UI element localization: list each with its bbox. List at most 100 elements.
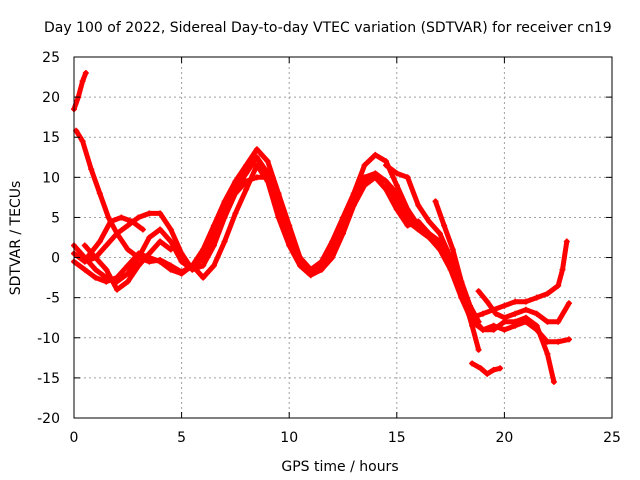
data-point: [475, 318, 482, 325]
data-point: [286, 242, 293, 249]
data-point: [415, 202, 422, 209]
data-point: [275, 214, 282, 221]
series-points-satellite-arc-11: [469, 360, 504, 377]
data-point: [432, 198, 439, 205]
data-point: [232, 210, 239, 217]
data-point: [92, 254, 99, 261]
data-point: [81, 258, 88, 265]
data-point: [129, 218, 136, 225]
data-point: [221, 238, 228, 245]
data-point: [512, 318, 519, 325]
data-point: [501, 326, 508, 333]
data-point: [157, 258, 164, 265]
data-point: [350, 198, 357, 205]
data-point: [393, 182, 400, 189]
data-point: [565, 300, 572, 307]
data-point: [96, 238, 103, 245]
axis-ticks: 0 5 10 15 20 25 -20 -15 -10 -5 0 5 10 15 20 25: [37, 50, 621, 446]
data-point: [340, 226, 346, 233]
plot-frame: [73, 56, 613, 419]
data-point: [533, 310, 540, 317]
series-line-satellite-arc-10: [476, 288, 572, 325]
data-point: [466, 302, 473, 309]
data-point: [329, 250, 336, 257]
series-points-satellite-arc-7: [86, 214, 146, 259]
data-point: [477, 365, 484, 372]
data-point: [178, 258, 185, 265]
series-line-satellite-arc-9: [433, 198, 482, 325]
data-point: [449, 246, 456, 253]
data-point: [533, 294, 540, 301]
data-point: [81, 242, 88, 249]
data-point: [157, 238, 164, 245]
data-point: [114, 230, 121, 237]
chart-title: Day 100 of 2022, Sidereal Day-to-day VTE…: [44, 20, 612, 36]
x-axis-label: GPS time / hours: [281, 459, 398, 475]
data-point: [146, 234, 153, 241]
series-points-satellite-arc-6: [81, 238, 174, 293]
series-line-satellite-arc-4: [71, 174, 570, 321]
data-point: [544, 350, 551, 357]
data-point: [426, 230, 433, 237]
data-point: [82, 70, 89, 77]
data-point: [361, 178, 368, 185]
data-point: [124, 222, 131, 229]
data-point: [178, 270, 185, 277]
data-point: [124, 246, 131, 253]
x-tick-label: 10: [280, 430, 298, 446]
data-point: [441, 222, 448, 229]
data-point: [92, 274, 99, 281]
data-point: [146, 250, 153, 257]
data-point: [393, 170, 400, 177]
series-line-satellite-arc-7: [86, 214, 146, 258]
data-point: [88, 166, 95, 173]
data-point: [105, 214, 112, 221]
data-point: [167, 226, 174, 233]
series-line-satellite-arc-8: [383, 162, 557, 385]
data-point: [492, 310, 499, 317]
data-point: [253, 154, 260, 161]
x-tick-label: 20: [495, 430, 513, 446]
data-point: [550, 378, 557, 385]
series-line-satellite-arc-2: [73, 128, 482, 353]
data-point: [124, 262, 131, 269]
data-point: [372, 174, 379, 181]
data-point: [264, 158, 271, 165]
data-point: [139, 226, 146, 233]
data-point: [522, 306, 529, 313]
data-point: [318, 266, 325, 273]
data-point: [479, 326, 486, 333]
data-point: [490, 326, 497, 333]
data-point: [253, 146, 260, 153]
y-tick-label: 20: [42, 90, 60, 106]
data-point: [253, 162, 260, 169]
x-tick-label: 5: [177, 430, 186, 446]
data-point: [200, 262, 207, 269]
y-tick-label: -15: [37, 371, 60, 387]
data-point: [479, 310, 486, 317]
data-point: [264, 178, 271, 185]
data-series-group: [71, 70, 572, 385]
y-tick-label: 10: [42, 170, 60, 186]
data-point: [475, 346, 482, 353]
y-tick-label: -5: [46, 291, 60, 307]
data-point: [79, 138, 86, 145]
data-point: [221, 214, 228, 221]
data-point: [436, 230, 443, 237]
data-point: [544, 290, 551, 297]
data-point: [544, 318, 551, 325]
series-points-satellite-arc-9: [432, 198, 482, 325]
y-tick-label: 25: [42, 50, 60, 66]
data-point: [167, 246, 174, 253]
data-point: [426, 218, 433, 225]
data-point: [114, 286, 121, 293]
data-point: [167, 238, 174, 245]
data-point: [146, 210, 153, 217]
data-point: [484, 298, 491, 305]
data-point: [243, 170, 250, 177]
data-point: [307, 272, 314, 279]
data-point: [404, 222, 411, 229]
data-point: [512, 298, 519, 305]
series-points-satellite-arc-5: [71, 162, 443, 285]
x-tick-label: 15: [388, 430, 406, 446]
